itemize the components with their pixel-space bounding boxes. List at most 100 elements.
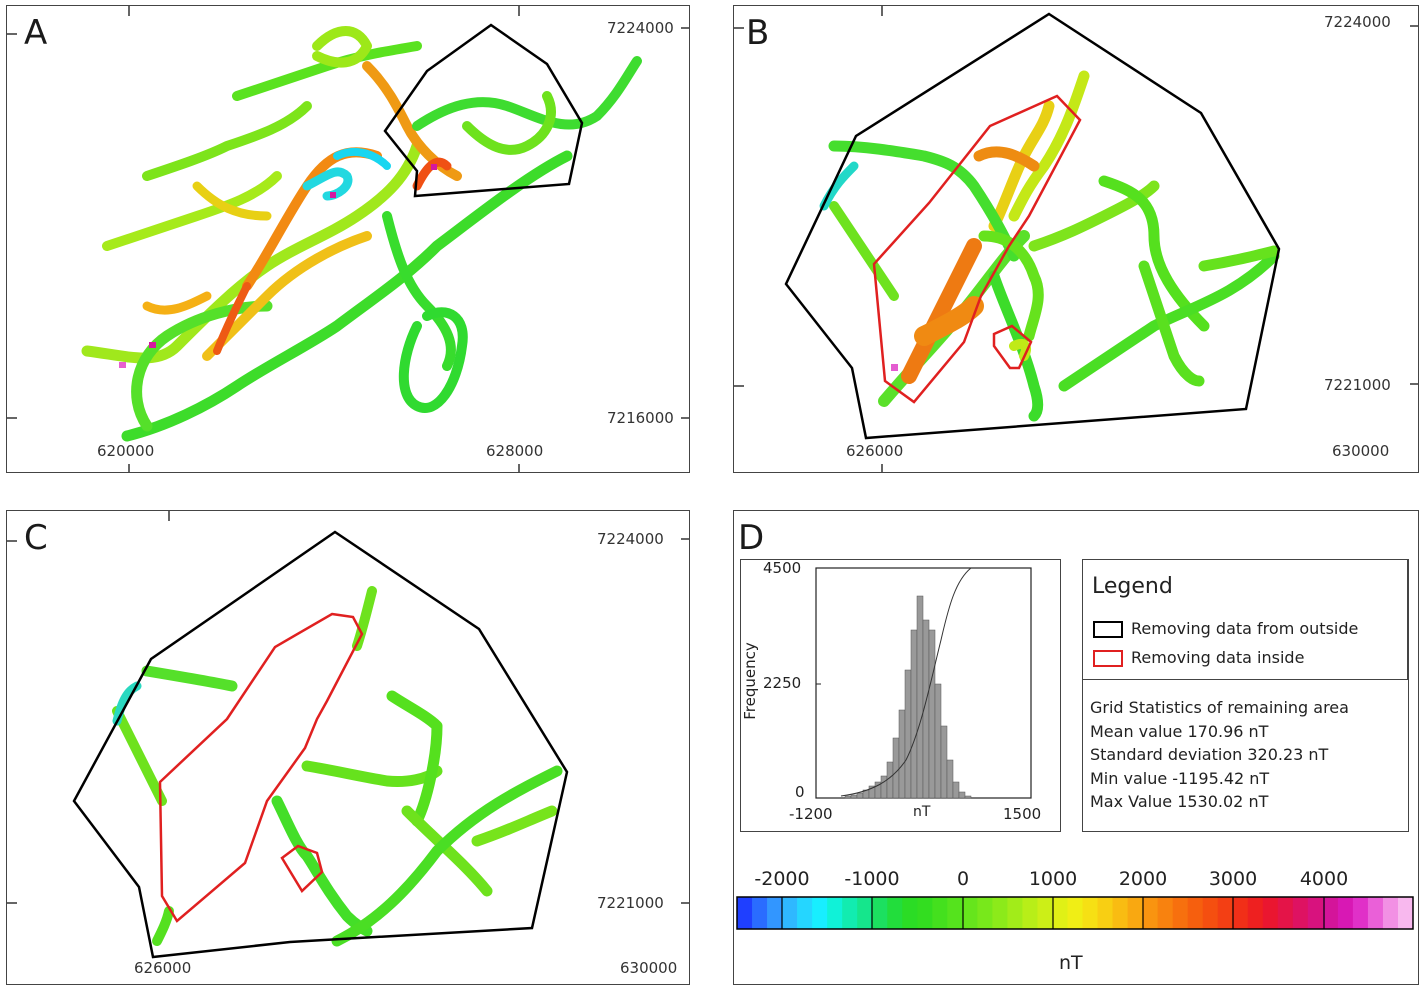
red-outline-swatch — [1093, 650, 1123, 667]
colorbar-cell — [827, 897, 843, 929]
colorbar-cell — [767, 897, 783, 929]
colorbar-cell — [782, 897, 798, 929]
stats-max: Max Value 1530.02 nT — [1090, 792, 1269, 811]
stats-std: Standard deviation 320.23 nT — [1090, 745, 1329, 764]
colorbar-cell — [1277, 897, 1294, 929]
colorbar-cell — [1367, 897, 1384, 929]
outside-boundary-polygon — [72, 530, 569, 959]
inside-removal-polygon — [992, 324, 1033, 370]
colorbar-cell — [977, 897, 993, 929]
x-tick-label: 626000 — [846, 442, 904, 460]
colorbar-cell — [1202, 897, 1219, 929]
colorbar-cell — [887, 897, 903, 929]
y-tick-label: 7216000 — [607, 409, 674, 427]
colorbar-cell — [1262, 897, 1279, 929]
colorbar-cell — [1292, 897, 1309, 929]
colorbar-cell — [1127, 897, 1144, 929]
black-outline-swatch — [1093, 621, 1123, 638]
y-tick-label: 0 — [795, 783, 805, 801]
colorbar-cell — [917, 897, 933, 929]
colorbar-tick-label: 1000 — [1028, 868, 1078, 890]
panel-letter: D — [738, 518, 765, 558]
histogram-chart — [815, 567, 1032, 799]
x-tick-label: 628000 — [486, 442, 544, 460]
colorbar-cell — [992, 897, 1008, 929]
panel-b: B 626000 630000 7224000 7221000 — [733, 5, 1419, 473]
legend-title: Legend — [1092, 574, 1173, 599]
x-tick-label: 626000 — [134, 959, 192, 977]
colorbar-cell — [1172, 897, 1189, 929]
colorbar-cell — [737, 897, 753, 929]
survey-tracks — [81, 26, 642, 442]
colorbar-cell — [1052, 897, 1068, 929]
colorbar-cell — [1157, 897, 1174, 929]
colorbar-cell — [842, 897, 858, 929]
colorbar-tick-label: 0 — [956, 868, 970, 890]
colorbar-cell — [932, 897, 948, 929]
colorbar-cell — [752, 897, 768, 929]
colorbar-cell — [1322, 897, 1339, 929]
colorbar-cell — [1097, 897, 1114, 929]
map-c-canvas — [7, 511, 689, 959]
legend-box: Legend Removing data from outside Removi… — [1082, 559, 1409, 832]
colorbar-cell — [1187, 897, 1204, 929]
colorbar-cell — [1247, 897, 1264, 929]
colorbar-tick-label: -2000 — [754, 868, 810, 890]
panel-c: C 626000 630000 7224000 7221000 — [6, 510, 690, 985]
x-axis-label: nT — [913, 804, 931, 820]
survey-tracks — [112, 586, 563, 947]
stats-title: Grid Statistics of remaining area — [1090, 698, 1349, 717]
colorbar-cell — [1007, 897, 1023, 929]
colorbar-cell — [1232, 897, 1249, 929]
x-tick-label: 620000 — [97, 442, 155, 460]
y-axis-label: Frequency — [740, 642, 759, 720]
panel-letter: C — [24, 518, 48, 558]
colorbar — [736, 896, 1414, 930]
histogram-box: 4500 2250 0 -1200 1500 nT Frequency — [740, 559, 1061, 832]
colorbar-tick-label: -1000 — [844, 868, 900, 890]
colorbar-cell — [902, 897, 918, 929]
colorbar-tick-label: 4000 — [1299, 868, 1349, 890]
colorbar-frame — [736, 896, 1414, 930]
x-tick-label: -1200 — [789, 805, 833, 823]
panel-letter: A — [24, 13, 48, 53]
legend-item-label: Removing data inside — [1131, 648, 1305, 667]
y-tick-label: 7224000 — [597, 530, 664, 548]
inside-removal-polygon — [280, 844, 324, 893]
outlier-markers — [119, 164, 437, 368]
colorbar-cell — [1082, 897, 1099, 929]
colorbar-cell — [797, 897, 813, 929]
colorbar-cell — [1037, 897, 1053, 929]
legend-item-outside: Removing data from outside — [1093, 619, 1358, 638]
colorbar-cell — [1397, 897, 1414, 929]
x-tick-label: 630000 — [620, 959, 678, 977]
colorbar-cell — [1067, 897, 1084, 929]
x-tick-label: 1500 — [1003, 805, 1042, 823]
y-tick-label: 7224000 — [607, 19, 674, 37]
y-tick-label: 7221000 — [1324, 376, 1391, 394]
grid-statistics: Grid Statistics of remaining area Mean v… — [1090, 696, 1349, 814]
colorbar-cell — [1112, 897, 1129, 929]
y-tick-label: 4500 — [763, 559, 802, 577]
panel-letter: B — [746, 13, 770, 53]
colorbar-cell — [857, 897, 873, 929]
outside-boundary-polygon — [784, 12, 1281, 440]
map-a-canvas — [7, 6, 689, 472]
colorbar-cell — [1307, 897, 1324, 929]
legend-inner: Legend Removing data from outside Removi… — [1083, 560, 1408, 680]
panel-a: A 620000 628000 7224000 7216000 — [6, 5, 690, 473]
inside-removal-polygon — [872, 94, 1082, 404]
colorbar-cell — [1352, 897, 1369, 929]
histogram-bars — [844, 595, 972, 799]
colorbar-unit: nT — [1059, 952, 1083, 974]
panel-d: D 4500 2250 0 -1200 — [733, 510, 1419, 985]
colorbar-cell — [812, 897, 828, 929]
cumulative-curve — [840, 567, 972, 797]
colorbar-cell — [1022, 897, 1038, 929]
colorbar-cell — [1382, 897, 1399, 929]
y-tick-label: 7221000 — [597, 894, 664, 912]
survey-tracks — [819, 70, 1280, 422]
colorbar-cell — [872, 897, 888, 929]
colorbar-cell — [1142, 897, 1159, 929]
legend-item-label: Removing data from outside — [1131, 619, 1359, 638]
